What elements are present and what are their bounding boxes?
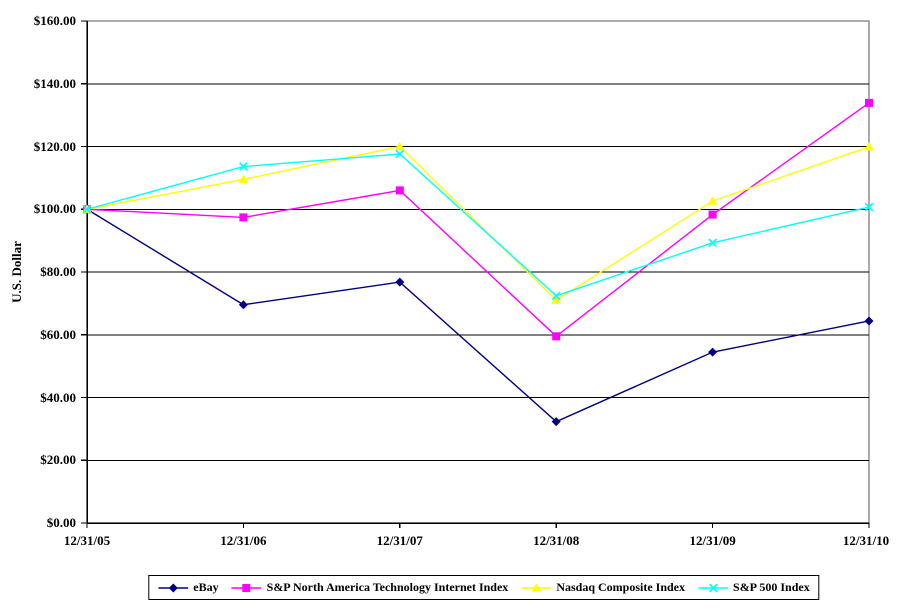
series-marker-diamond-icon (708, 347, 718, 357)
series-marker-square-icon (395, 186, 404, 195)
y-tick-label: $60.00 (40, 326, 76, 342)
series-marker-x-icon (708, 238, 718, 248)
legend-label: S&P 500 Index (733, 580, 810, 594)
series-marker-triangle-icon (864, 142, 874, 151)
y-tick-label: $160.00 (33, 13, 76, 28)
legend-item: S&P North America Technology Internet In… (231, 580, 509, 595)
series-marker-triangle-icon (707, 196, 718, 205)
series-line (86, 102, 870, 338)
series-marker-triangle-icon (395, 141, 405, 151)
y-tick-label: $100.00 (33, 201, 76, 217)
series-line (86, 145, 870, 302)
legend-label: eBay (193, 580, 219, 594)
series-marker-diamond-icon (238, 300, 248, 310)
y-tick-label: $80.00 (40, 264, 76, 279)
y-tick-label: $40.00 (40, 389, 76, 405)
series-marker-diamond-icon (551, 417, 561, 427)
series-marker-triangle-icon (551, 295, 561, 304)
y-tick-label: $140.00 (33, 75, 76, 91)
series-line (86, 153, 870, 297)
x-tick-label: 12/31/09 (689, 533, 736, 548)
legend-item: S&P 500 Index (698, 580, 810, 595)
series-marker-square-icon (239, 213, 248, 222)
series-marker-x-icon (395, 149, 405, 159)
x-tick-label: 12/31/07 (376, 533, 423, 548)
legend-marker-diamond-icon (158, 583, 189, 592)
legend: eBay S&P North America Technology Interne… (148, 575, 820, 600)
x-tick-label: 12/31/10 (842, 533, 890, 548)
series-marker-x-icon (708, 583, 718, 592)
series-marker-square-icon (242, 583, 251, 592)
x-tick-label: 12/31/06 (220, 533, 267, 548)
legend-item: Nasdaq Composite Index (521, 580, 685, 595)
series-marker-square-icon (865, 98, 873, 107)
series-line (86, 208, 870, 423)
y-tick-label: $120.00 (33, 138, 76, 154)
series-marker-x-icon (551, 291, 561, 301)
legend-label: S&P North America Technology Internet In… (266, 580, 509, 594)
legend-item: eBay (158, 580, 219, 595)
legend-label: Nasdaq Composite Index (556, 580, 686, 594)
series-marker-triangle-icon (238, 174, 249, 184)
series-marker-diamond-icon (168, 583, 178, 592)
series-marker-x-icon (238, 162, 248, 171)
series-marker-square-icon (708, 210, 717, 219)
legend-marker-x-icon (698, 583, 729, 592)
y-tick-label: $20.00 (40, 452, 76, 468)
legend-marker-triangle-icon (521, 582, 552, 592)
series-marker-diamond-icon (395, 277, 405, 287)
y-tick-label: $0.00 (46, 515, 76, 530)
series-marker-triangle-icon (531, 582, 542, 592)
x-tick-label: 12/31/05 (63, 533, 111, 548)
legend-marker-square-icon (231, 583, 262, 592)
series-marker-diamond-icon (864, 316, 874, 326)
x-tick-label: 12/31/08 (533, 533, 580, 548)
series-marker-x-icon (864, 202, 874, 212)
series-marker-x-icon (82, 204, 92, 214)
series-marker-square-icon (552, 332, 561, 341)
